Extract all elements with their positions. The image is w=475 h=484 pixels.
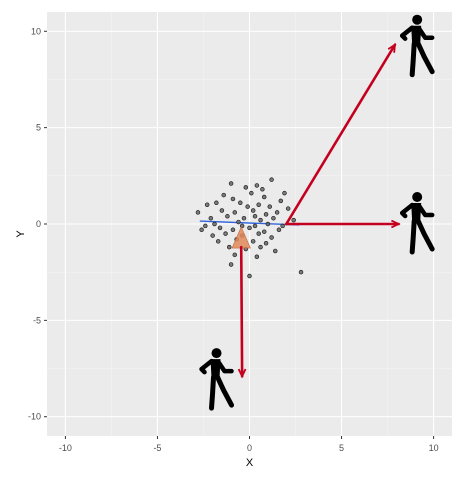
person-head-icon [412, 192, 423, 202]
y-tick-label: -5 [33, 315, 41, 325]
data-point [217, 225, 223, 231]
data-point [236, 219, 241, 225]
data-point [245, 204, 250, 209]
axes-layer: -10 -5 0 5 10 -10 -5 0 5 10 [28, 26, 439, 453]
person-arm-icon [216, 359, 234, 374]
x-tick-label: -5 [153, 443, 161, 453]
direction-arrow [285, 43, 397, 226]
data-point [232, 252, 238, 258]
major-gridlines [47, 12, 452, 436]
data-point [227, 244, 232, 250]
data-point [249, 190, 254, 196]
data-point [258, 244, 263, 250]
person-head-icon [412, 14, 423, 25]
y-tick-label: -10 [28, 412, 41, 422]
data-point [282, 190, 287, 196]
data-point [230, 196, 236, 202]
data-point [269, 235, 274, 240]
data-point [280, 223, 285, 229]
data-point [223, 231, 228, 236]
x-tick-label: 5 [339, 443, 344, 453]
x-tick-label: -10 [59, 443, 72, 453]
data-point [254, 183, 260, 188]
data-point [273, 248, 278, 254]
person-leg-icon [409, 41, 417, 78]
data-point [254, 254, 260, 260]
person-leg-icon [415, 41, 435, 75]
data-point [278, 198, 284, 204]
data-point [265, 221, 271, 227]
arrow-head [387, 42, 397, 53]
data-point [260, 187, 265, 192]
data-point [199, 227, 204, 233]
data-point [261, 229, 267, 234]
person-arm-icon [399, 202, 415, 219]
person-head-icon [211, 348, 222, 359]
arrow-head [391, 219, 401, 229]
data-point [228, 262, 234, 267]
data-point [276, 227, 282, 233]
y-axis-title: Y [15, 230, 27, 238]
data-point [261, 194, 267, 200]
data-point [238, 200, 243, 206]
data-point [232, 210, 238, 215]
data-point [241, 215, 247, 221]
y-tick-label: 5 [36, 123, 41, 133]
person-arm-icon [199, 358, 214, 375]
arrow-layer [237, 42, 401, 379]
data-point [215, 239, 221, 244]
data-point [250, 208, 256, 213]
data-point [252, 223, 258, 229]
data-point [203, 223, 208, 229]
data-point [219, 208, 225, 213]
y-tick-label: 0 [36, 219, 41, 229]
data-point [285, 206, 291, 211]
data-point [256, 202, 261, 207]
data-point [291, 217, 296, 223]
data-point [221, 192, 226, 198]
walker-bottom-figure [199, 348, 235, 411]
data-point [263, 212, 269, 217]
data-point [230, 227, 236, 233]
x-tick-label: 10 [429, 443, 439, 453]
walker-top-right-figure [399, 14, 435, 78]
y-tick-label: 10 [31, 26, 41, 36]
x-axis-title: X [246, 457, 254, 469]
walker-right-figure [399, 192, 435, 255]
person-leg-icon [209, 374, 217, 411]
data-point [247, 273, 252, 279]
person-leg-icon [215, 374, 235, 408]
data-point [267, 204, 273, 209]
data-point [214, 200, 219, 206]
data-point [243, 185, 249, 190]
person-leg-icon [415, 218, 435, 252]
data-point [269, 177, 274, 182]
x-tick-label: 0 [247, 443, 252, 453]
figure-layer [199, 14, 435, 411]
data-point [298, 269, 304, 275]
data-point [204, 202, 210, 207]
person-arm-icon [416, 203, 435, 218]
direction-arrow [239, 245, 244, 378]
data-point [252, 214, 258, 219]
data-point [274, 210, 280, 215]
data-point [212, 221, 217, 227]
data-point [247, 225, 252, 231]
data-point [271, 215, 276, 221]
data-point [195, 210, 201, 215]
arrow-head [237, 368, 247, 379]
data-point [225, 214, 230, 219]
data-point [258, 217, 263, 223]
data-point [256, 231, 261, 236]
data-point [210, 233, 215, 238]
data-point [263, 241, 269, 246]
data-point [250, 239, 256, 244]
person-leg-icon [409, 218, 417, 255]
person-arm-icon [416, 26, 435, 40]
points-layer [195, 177, 304, 279]
person-arm-icon [399, 25, 415, 41]
data-point [228, 181, 234, 186]
data-point [208, 215, 214, 221]
